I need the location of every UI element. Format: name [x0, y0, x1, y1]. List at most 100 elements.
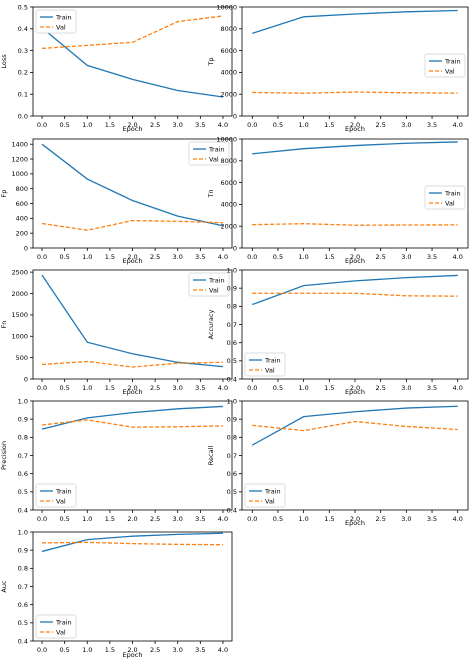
x-tick-label: 2.5	[150, 515, 160, 523]
y-tick-label: 2000	[11, 290, 28, 298]
x-tick-label: 2.0	[350, 253, 360, 261]
legend-label-train: Train	[55, 13, 72, 21]
x-tick-label: 3.0	[173, 121, 183, 129]
y-axis-label: Loss	[0, 54, 8, 69]
y-tick-label: 0.9	[18, 546, 28, 554]
legend-label-train: Train	[55, 487, 72, 495]
y-tick-label: 0.8	[18, 565, 28, 573]
legend-label-train: Train	[208, 276, 225, 284]
x-axis-label: Epoch	[345, 519, 365, 527]
x-tick-label: 0.5	[273, 384, 283, 392]
y-tick-label: 6000	[220, 179, 237, 187]
x-tick-label: 0.0	[247, 515, 257, 523]
x-tick-label: 0.0	[37, 646, 47, 654]
x-tick-label: 1.0	[82, 384, 92, 392]
x-tick-label: 3.0	[401, 384, 411, 392]
y-axis-label: Tn	[207, 189, 215, 198]
y-tick-label: 0.6	[227, 470, 237, 478]
y-tick-label: 0.7	[227, 321, 237, 329]
y-axis-label: Fn	[0, 321, 8, 329]
y-tick-label: 0.8	[18, 434, 28, 442]
x-tick-label: 0.0	[247, 121, 257, 129]
x-tick-label: 0.5	[59, 646, 69, 654]
x-tick-label: 1.5	[324, 121, 334, 129]
x-tick-label: 0.5	[273, 121, 283, 129]
y-tick-label: 0.6	[227, 339, 237, 347]
x-tick-label: 0.0	[37, 515, 47, 523]
y-tick-label: 0	[233, 112, 237, 120]
x-tick-label: 4.0	[453, 121, 463, 129]
x-tick-label: 0.5	[59, 384, 69, 392]
legend-label-train: Train	[264, 487, 281, 495]
y-tick-label: 1400	[11, 140, 28, 148]
y-tick-label: 0.9	[18, 415, 28, 423]
y-tick-label: 0.4	[18, 506, 28, 514]
x-tick-label: 2.0	[350, 121, 360, 129]
x-tick-label: 2.0	[350, 384, 360, 392]
y-tick-label: 1200	[11, 155, 28, 163]
x-tick-label: 4.0	[218, 515, 228, 523]
x-tick-label: 1.5	[105, 384, 115, 392]
y-tick-label: 0.7	[18, 452, 28, 460]
x-tick-label: 2.5	[376, 515, 386, 523]
y-tick-label: 2500	[11, 268, 28, 276]
x-tick-label: 2.5	[150, 253, 160, 261]
y-tick-label: 1.0	[227, 397, 237, 405]
y-axis-label: Precision	[0, 441, 8, 470]
x-tick-label: 2.0	[127, 646, 137, 654]
x-tick-label: 1.0	[82, 515, 92, 523]
y-tick-label: 0	[233, 244, 237, 252]
x-axis-label: Epoch	[123, 257, 143, 265]
x-tick-label: 3.5	[427, 515, 437, 523]
x-tick-label: 1.5	[324, 384, 334, 392]
legend-label-train: Train	[444, 189, 461, 197]
legend: Train Val	[35, 9, 77, 34]
x-tick-label: 1.0	[298, 253, 308, 261]
x-tick-label: 3.0	[173, 515, 183, 523]
x-tick-label: 1.5	[324, 253, 334, 261]
panel-accuracy: 0.0 0.5 1.0 1.5 2.0 2.5 3.0 3.5 4.00.40.50.60.70…	[207, 266, 469, 396]
x-tick-label: 2.5	[376, 253, 386, 261]
x-tick-label: 1.0	[82, 121, 92, 129]
x-tick-label: 4.0	[218, 384, 228, 392]
x-axis-label: Epoch	[123, 651, 143, 659]
x-tick-label: 0.0	[37, 384, 47, 392]
legend: Train Val	[35, 483, 77, 508]
y-axis-label: Accuracy	[207, 310, 215, 340]
x-tick-label: 2.0	[127, 253, 137, 261]
legend-label-val: Val	[209, 155, 219, 163]
y-tick-label: 0.7	[227, 452, 237, 460]
x-tick-label: 3.5	[195, 253, 205, 261]
legend-label-val: Val	[209, 286, 219, 294]
x-tick-label: 1.5	[105, 646, 115, 654]
y-tick-label: 0	[24, 244, 28, 252]
legend-label-train: Train	[208, 145, 225, 153]
legend: Train Val	[244, 352, 286, 377]
y-tick-label: 4000	[220, 201, 237, 209]
legend-label-val: Val	[56, 628, 66, 636]
panel-fp: 0.0 0.5 1.0 1.5 2.0 2.5 3.0 3.5 4.0 0 200 400 600 800…	[0, 138, 233, 265]
y-tick-label: 1.0	[18, 528, 28, 536]
x-tick-label: 1.0	[82, 253, 92, 261]
x-axis-label: Epoch	[345, 257, 365, 265]
x-tick-label: 2.5	[150, 121, 160, 129]
y-tick-label: 0.0	[18, 112, 28, 120]
x-tick-label: 2.5	[150, 384, 160, 392]
x-tick-label: 2.0	[127, 515, 137, 523]
x-tick-label: 1.0	[298, 515, 308, 523]
x-tick-label: 0.5	[273, 515, 283, 523]
legend-label-val: Val	[265, 497, 275, 505]
legend: Train Val	[424, 53, 466, 78]
x-tick-label: 0.0	[247, 384, 257, 392]
legend-label-val: Val	[445, 199, 455, 207]
x-tick-label: 0.0	[37, 121, 47, 129]
y-tick-label: 2000	[220, 91, 237, 99]
panel-loss: 0.0 0.5 1.0 1.5 2.0 2.5 3.0 3.5 4.0 0.0 0.1 0.2 0.3 0…	[0, 3, 233, 133]
x-axis-label: Epoch	[345, 388, 365, 396]
y-tick-label: 0.6	[18, 470, 28, 478]
y-tick-label: 0.3	[18, 47, 28, 55]
panel-tp: 0.0 0.5 1.0 1.5 2.0 2.5 3.0 3.5 4.0 0 2000 4000 6000…	[207, 3, 469, 133]
x-tick-label: 1.0	[82, 646, 92, 654]
panel-auc: 0.0 0.5 1.0 1.5 2.0 2.5 3.0 3.5 4.0 0.4 0.5 0.6 0.7 0…	[0, 528, 233, 659]
